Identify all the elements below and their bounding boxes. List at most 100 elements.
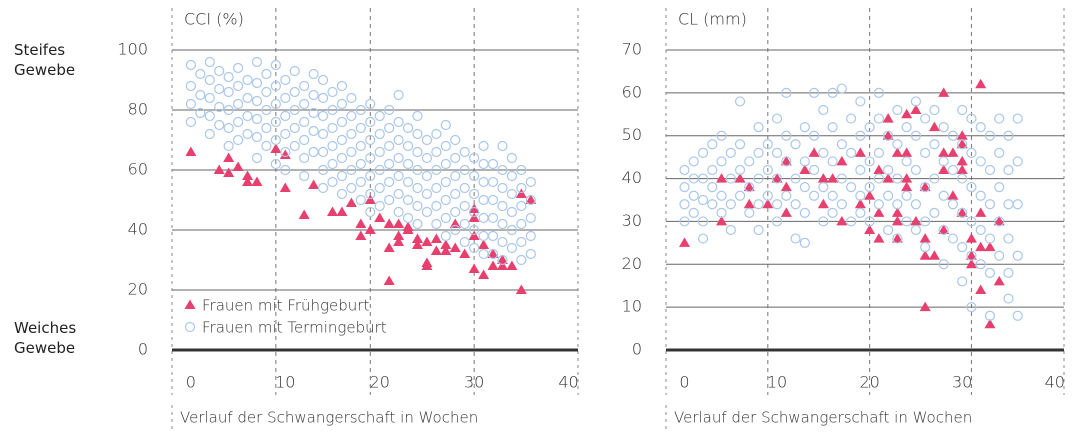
term-point	[336, 80, 348, 92]
term-point	[901, 156, 912, 167]
legend-label: Frauen mit Frühgeburt	[202, 297, 369, 315]
preterm-point	[975, 78, 987, 89]
preterm-point	[928, 121, 940, 132]
preterm-point	[975, 284, 987, 294]
term-point	[836, 173, 847, 184]
term-point	[478, 194, 489, 206]
term-point	[280, 92, 291, 104]
legend-marker	[184, 299, 196, 309]
preterm-point	[836, 155, 848, 166]
term-point	[818, 216, 829, 227]
term-point	[365, 116, 376, 128]
term-point	[799, 122, 810, 133]
term-point	[242, 110, 253, 122]
term-point	[975, 259, 986, 270]
term-point	[506, 188, 518, 200]
term-point	[299, 116, 310, 128]
term-point	[744, 207, 755, 218]
term-point	[1003, 164, 1014, 176]
preterm-point	[279, 182, 291, 192]
preterm-point	[975, 207, 987, 217]
preterm-point	[440, 239, 452, 249]
preterm-point	[525, 194, 537, 204]
term-point	[827, 207, 838, 218]
preterm-point	[882, 130, 894, 140]
term-point	[393, 206, 404, 218]
term-point	[431, 146, 442, 158]
term-point	[374, 128, 385, 140]
preterm-point	[383, 242, 395, 252]
term-point	[808, 130, 820, 141]
term-point	[393, 170, 404, 182]
term-point	[1003, 199, 1014, 210]
term-point	[365, 134, 376, 146]
term-point	[289, 104, 300, 116]
term-point	[753, 122, 764, 133]
term-point	[299, 80, 310, 92]
preterm-point	[938, 147, 950, 157]
term-point	[910, 199, 922, 210]
preterm-point	[734, 173, 746, 183]
term-point	[346, 182, 357, 194]
term-point	[799, 156, 810, 167]
preterm-point	[780, 181, 792, 192]
preterm-point	[780, 207, 792, 217]
legend-marker	[184, 321, 196, 333]
preterm-point	[487, 260, 499, 270]
term-point	[478, 230, 489, 242]
term-point	[459, 146, 470, 158]
y-tick-label: 60	[128, 160, 148, 179]
preterm-point	[449, 242, 461, 252]
term-point	[957, 104, 968, 116]
term-point	[365, 152, 376, 164]
term-point	[374, 200, 385, 212]
term-point	[994, 250, 1005, 261]
term-point	[204, 110, 215, 122]
term-point	[506, 224, 518, 236]
preterm-point	[864, 224, 876, 234]
y-tick-label: 80	[128, 100, 148, 119]
term-point	[707, 182, 718, 193]
preterm-point	[716, 215, 728, 226]
term-point	[270, 59, 281, 71]
term-point	[450, 224, 461, 236]
preterm-point	[487, 248, 499, 258]
term-point	[836, 199, 847, 210]
term-point	[327, 104, 338, 116]
term-point	[771, 173, 783, 184]
term-point	[855, 164, 866, 176]
term-point	[688, 156, 699, 167]
preterm-point	[919, 301, 931, 312]
preterm-point	[374, 212, 386, 222]
term-point	[910, 96, 922, 107]
y-axis-title: CL (mm)	[678, 10, 747, 29]
term-point	[336, 170, 348, 182]
term-point	[459, 236, 470, 248]
term-point	[846, 147, 857, 158]
term-point	[374, 182, 385, 194]
term-point	[525, 176, 536, 188]
term-point	[771, 199, 783, 210]
preterm-point	[279, 149, 291, 159]
preterm-point	[938, 87, 950, 97]
term-point	[910, 164, 922, 176]
term-point	[716, 156, 727, 167]
term-point	[336, 116, 348, 128]
preterm-point	[817, 173, 829, 183]
term-point	[846, 216, 857, 227]
term-point	[487, 176, 499, 188]
term-point	[799, 182, 810, 193]
term-point	[855, 96, 866, 107]
preterm-point	[251, 176, 263, 186]
term-point	[355, 104, 366, 116]
preterm-point	[383, 218, 395, 228]
preterm-point	[938, 164, 950, 174]
term-point	[299, 134, 310, 146]
preterm-point	[928, 250, 940, 260]
term-point	[487, 194, 499, 206]
y-tick-label: 20	[622, 254, 642, 273]
term-point	[242, 128, 253, 140]
preterm-point	[965, 250, 977, 260]
preterm-point	[854, 198, 866, 209]
